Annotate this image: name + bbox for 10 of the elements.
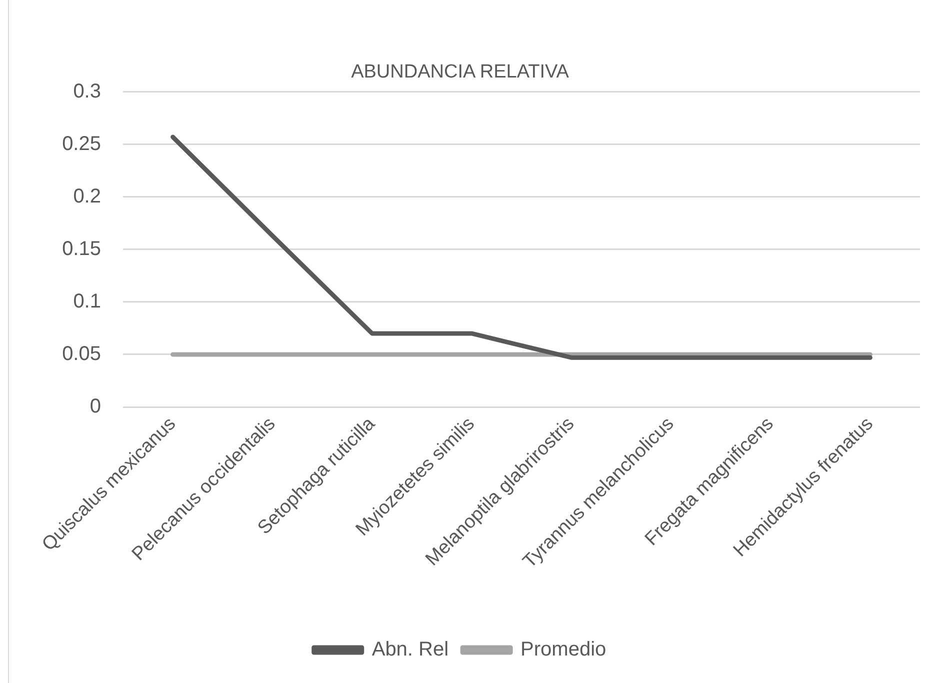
- y-tick-label: 0.25: [62, 132, 101, 155]
- y-tick-label: 0.05: [62, 342, 101, 365]
- legend-label: Abn. Rel: [372, 638, 449, 661]
- y-tick-label: 0.3: [73, 80, 101, 102]
- y-tick-label: 0.15: [62, 238, 101, 260]
- chart-title: ABUNDANCIA RELATIVA: [351, 62, 570, 83]
- y-tick-label: 0.1: [73, 290, 101, 312]
- y-tick-label: 0: [90, 396, 101, 418]
- legend-label: Promedio: [520, 638, 606, 661]
- y-tick-label: 0.2: [73, 185, 101, 208]
